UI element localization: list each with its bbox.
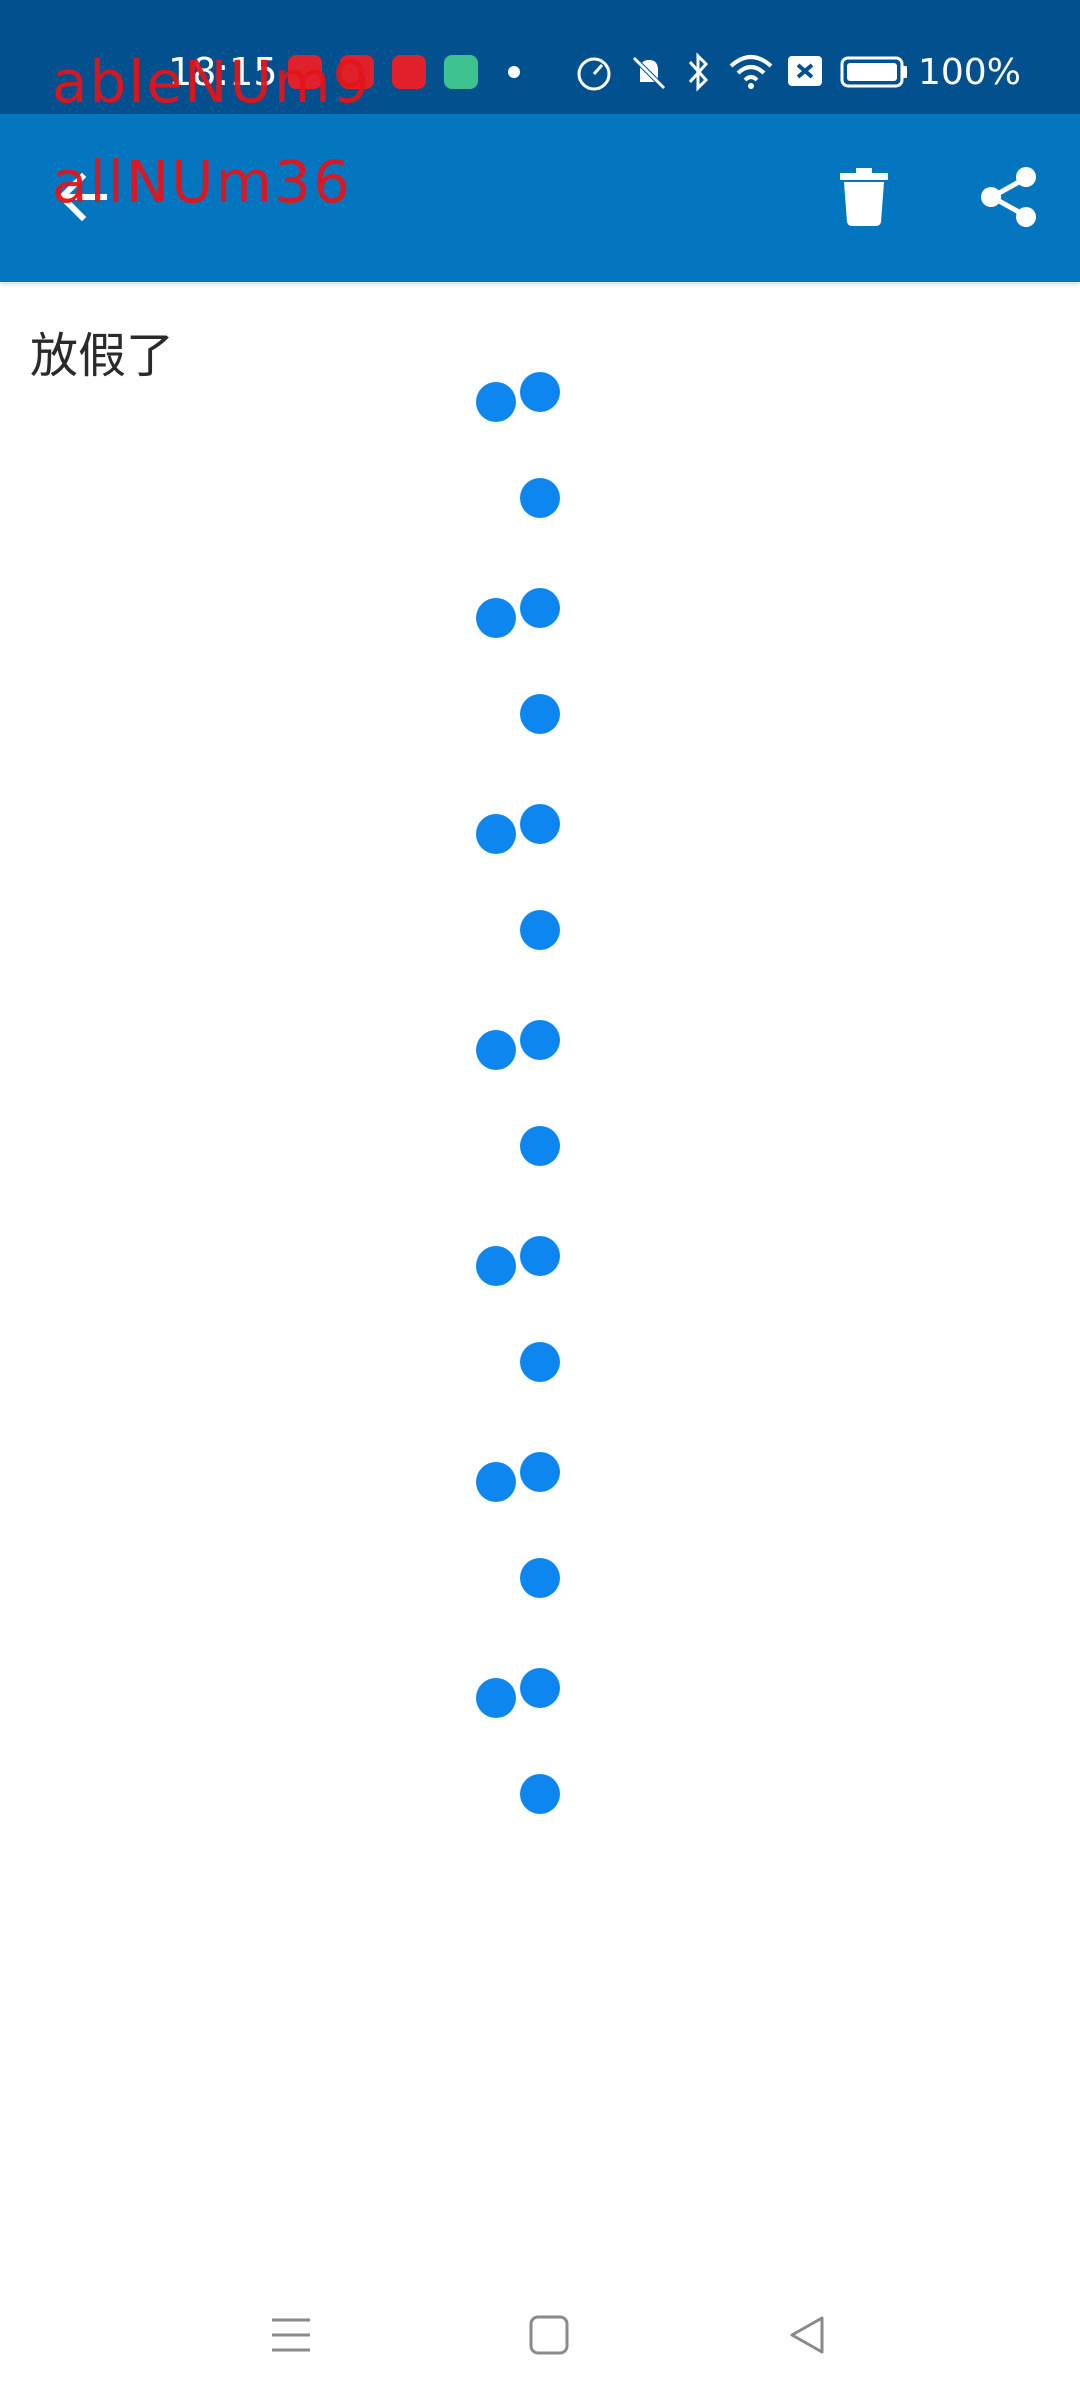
download-icon	[444, 55, 478, 89]
status-bar: 18:15	[0, 0, 1080, 114]
dot-mark	[520, 1126, 560, 1166]
battery-icon	[840, 56, 907, 88]
trash-icon[interactable]	[840, 168, 888, 226]
dot-mark	[476, 598, 516, 638]
dot-mark	[520, 1668, 560, 1708]
dot-mark	[520, 478, 560, 518]
share-icon[interactable]	[978, 166, 1040, 228]
dot-mark	[520, 1558, 560, 1598]
dot-mark	[520, 372, 560, 412]
notification-app-icon	[340, 55, 374, 89]
overlay-label-2: allNUm36	[52, 148, 352, 216]
dot-mark	[520, 804, 560, 844]
home-icon[interactable]	[528, 2314, 570, 2356]
triangle-back-icon[interactable]	[786, 2314, 828, 2356]
note-title[interactable]: 放假了	[30, 328, 175, 384]
battery-percent: 100%	[918, 52, 1021, 93]
dot-mark	[476, 382, 516, 422]
dot-mark	[520, 1342, 560, 1382]
dot-mark	[520, 1236, 560, 1276]
dot-mark	[476, 1678, 516, 1718]
dot-mark	[520, 588, 560, 628]
dot-mark	[476, 1462, 516, 1502]
more-notifications-dot	[508, 66, 520, 78]
overlay-label-1: ableNUm9	[52, 48, 372, 116]
speed-icon	[577, 57, 611, 91]
menu-icon[interactable]	[270, 2314, 312, 2356]
notification-app-icon	[288, 55, 322, 89]
mute-icon	[632, 56, 666, 90]
notification-app-icon	[392, 55, 426, 89]
dot-mark	[476, 1246, 516, 1286]
dot-mark	[520, 694, 560, 734]
dot-mark	[476, 1030, 516, 1070]
system-nav-bar	[0, 2292, 1080, 2392]
sim-x-icon	[788, 56, 822, 86]
dot-mark	[520, 1774, 560, 1814]
dot-mark	[520, 1020, 560, 1060]
status-time: 18:15	[168, 50, 278, 94]
bluetooth-icon	[688, 52, 709, 92]
arrow-left-icon[interactable]	[52, 169, 108, 225]
dot-mark	[520, 910, 560, 950]
app-bar	[0, 114, 1080, 282]
dot-mark	[520, 1452, 560, 1492]
wifi-icon	[729, 55, 773, 89]
dot-mark	[476, 814, 516, 854]
